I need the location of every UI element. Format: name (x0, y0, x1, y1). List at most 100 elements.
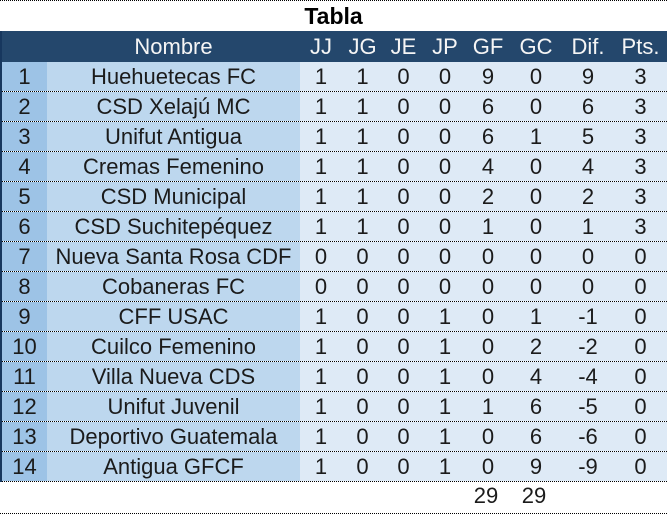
je-cell: 0 (383, 242, 424, 271)
jp-cell: 0 (424, 152, 466, 181)
total-gf: 29 (473, 483, 499, 508)
jg-cell: 0 (342, 392, 383, 421)
rank-cell: 14 (2, 452, 47, 481)
jp-cell: 0 (424, 122, 466, 151)
pts-cell: 3 (614, 92, 667, 121)
table-row: 4 Cremas Femenino 1 1 0 0 4 0 4 3 (2, 152, 667, 182)
header-dif: Dif. (571, 34, 605, 59)
gc-cell: 0 (510, 152, 562, 181)
team-name-cell: Unifut Antigua (47, 122, 300, 151)
gc-cell: 0 (510, 62, 562, 91)
gf-cell: 0 (466, 242, 510, 271)
je-cell: 0 (383, 62, 424, 91)
team-name-cell: Cremas Femenino (47, 152, 300, 181)
gf-cell: 6 (466, 122, 510, 151)
jg-cell: 0 (342, 452, 383, 481)
je-cell: 0 (383, 332, 424, 361)
gc-cell: 6 (510, 422, 562, 451)
jj-cell: 1 (300, 122, 342, 151)
je-cell: 0 (383, 212, 424, 241)
jj-cell: 1 (300, 62, 342, 91)
pts-cell: 3 (614, 62, 667, 91)
je-cell: 0 (383, 182, 424, 211)
table-row: 7 Nueva Santa Rosa CDF 0 0 0 0 0 0 0 0 (2, 242, 667, 272)
table-row: 6 CSD Suchitepéquez 1 1 0 0 1 0 1 3 (2, 212, 667, 242)
jg-cell: 1 (342, 212, 383, 241)
gf-cell: 1 (466, 212, 510, 241)
rank-cell: 8 (2, 272, 47, 301)
table-row: 1 Huehuetecas FC 1 1 0 0 9 0 9 3 (2, 62, 667, 92)
rank-cell: 1 (2, 62, 47, 91)
je-cell: 0 (383, 362, 424, 391)
dif-cell: -4 (562, 362, 614, 391)
table-row: 14 Antigua GFCF 1 0 0 1 0 9 -9 0 (2, 452, 667, 482)
rank-cell: 2 (2, 92, 47, 121)
gf-cell: 9 (466, 62, 510, 91)
header-pts: Pts. (621, 34, 660, 59)
rank-cell: 9 (2, 302, 47, 331)
table-body: Nombre JJ JG JE JP GF GC Dif. Pts. 1 Hueh… (0, 31, 667, 482)
header-gc: GC (519, 34, 553, 59)
dif-cell: -5 (562, 392, 614, 421)
gf-cell: 0 (466, 452, 510, 481)
rank-cell: 4 (2, 152, 47, 181)
jp-cell: 1 (424, 452, 466, 481)
gf-cell: 0 (466, 362, 510, 391)
dif-cell: 4 (562, 152, 614, 181)
team-name-cell: Cuilco Femenino (47, 332, 300, 361)
jg-cell: 0 (342, 242, 383, 271)
table-row: 3 Unifut Antigua 1 1 0 0 6 1 5 3 (2, 122, 667, 152)
jg-cell: 0 (342, 332, 383, 361)
jj-cell: 0 (300, 242, 342, 271)
je-cell: 0 (383, 302, 424, 331)
jj-cell: 1 (300, 152, 342, 181)
table-row: 13 Deportivo Guatemala 1 0 0 1 0 6 -6 0 (2, 422, 667, 452)
jp-cell: 0 (424, 242, 466, 271)
dif-cell: -9 (562, 452, 614, 481)
pts-cell: 0 (614, 302, 667, 331)
header-pos (2, 31, 47, 62)
rank-cell: 11 (2, 362, 47, 391)
team-name-cell: Unifut Juvenil (47, 392, 300, 421)
je-cell: 0 (383, 152, 424, 181)
jj-cell: 1 (300, 452, 342, 481)
jj-cell: 1 (300, 182, 342, 211)
gc-cell: 0 (510, 182, 562, 211)
team-name-cell: CFF USAC (47, 302, 300, 331)
je-cell: 0 (383, 122, 424, 151)
pts-cell: 0 (614, 242, 667, 271)
jp-cell: 1 (424, 362, 466, 391)
jj-cell: 1 (300, 362, 342, 391)
dif-cell: -1 (562, 302, 614, 331)
header-jj: JJ (310, 34, 332, 59)
totals-row: 29 29 (0, 482, 667, 514)
dif-cell: 9 (562, 62, 614, 91)
rank-cell: 3 (2, 122, 47, 151)
je-cell: 0 (383, 422, 424, 451)
jj-cell: 1 (300, 212, 342, 241)
gc-cell: 0 (510, 92, 562, 121)
table-title: Tabla (0, 0, 667, 31)
header-jp: JP (432, 34, 458, 59)
jp-cell: 0 (424, 92, 466, 121)
jg-cell: 1 (342, 152, 383, 181)
dif-cell: 1 (562, 212, 614, 241)
gc-cell: 9 (510, 452, 562, 481)
gf-cell: 2 (466, 182, 510, 211)
dif-cell: 5 (562, 122, 614, 151)
pts-cell: 3 (614, 212, 667, 241)
header-je: JE (390, 34, 417, 59)
gf-cell: 0 (466, 302, 510, 331)
rank-cell: 12 (2, 392, 47, 421)
table-rows: 1 Huehuetecas FC 1 1 0 0 9 0 9 3 2 CSD Xelajú MC 1 1 0… (2, 62, 667, 482)
gc-cell: 4 (510, 362, 562, 391)
dif-cell: -6 (562, 422, 614, 451)
jp-cell: 1 (424, 332, 466, 361)
jp-cell: 1 (424, 392, 466, 421)
pts-cell: 0 (614, 452, 667, 481)
dif-cell: 6 (562, 92, 614, 121)
gf-cell: 6 (466, 92, 510, 121)
jp-cell: 0 (424, 182, 466, 211)
gf-cell: 0 (466, 332, 510, 361)
